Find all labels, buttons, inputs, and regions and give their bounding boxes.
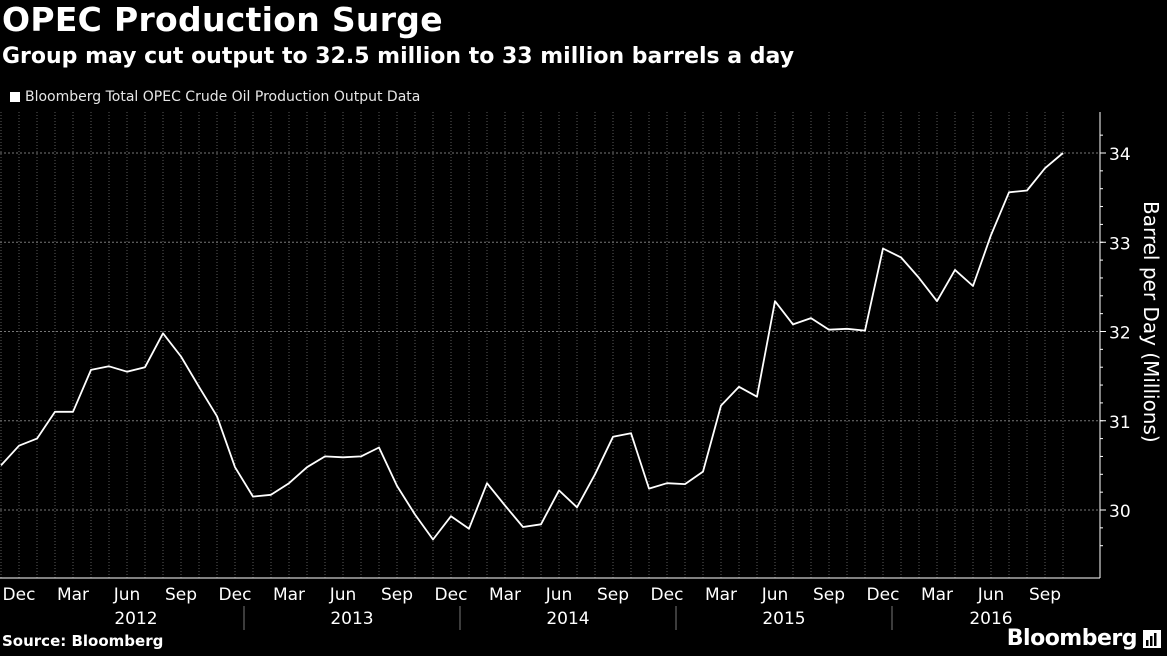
x-axis-labels: Dec Mar Jun Sep Dec Mar Jun Sep Dec Mar Jun Sep Dec M… <box>0 577 1100 630</box>
x-year-label: 2015 <box>762 609 805 629</box>
x-year-label: 2016 <box>969 609 1012 629</box>
x-tick-label: Mar <box>273 585 305 605</box>
y-tick-label: 30 <box>1109 502 1131 522</box>
y-tick-label: 34 <box>1109 145 1131 165</box>
series-layer <box>0 152 1064 541</box>
x-year-label: 2012 <box>114 609 157 629</box>
x-tick-label: Mar <box>921 585 953 605</box>
y-tick-label: 33 <box>1109 234 1131 254</box>
x-tick-label: Sep <box>381 585 413 605</box>
legend: Bloomberg Total OPEC Crude Oil Productio… <box>10 89 420 105</box>
x-tick-label: Dec <box>3 585 36 605</box>
bar-chart-icon <box>1143 630 1161 648</box>
chart-title: OPEC Production Surge <box>2 0 443 39</box>
x-tick-label: Mar <box>705 585 737 605</box>
source-note: Source: Bloomberg <box>2 632 164 650</box>
x-tick-label: Jun <box>113 585 141 605</box>
y-axis-label: Barrel per Day (Millions) <box>1139 201 1163 443</box>
y-tick-label: 31 <box>1109 413 1131 433</box>
x-tick-label: Sep <box>597 585 629 605</box>
x-tick-label: Jun <box>977 585 1005 605</box>
horizontal-gridlines <box>0 152 1100 511</box>
y-tick-label: 32 <box>1109 324 1131 344</box>
x-tick-label: Sep <box>813 585 845 605</box>
series-line <box>0 152 1064 541</box>
x-tick-label: Sep <box>165 585 197 605</box>
x-year-label: 2013 <box>330 609 373 629</box>
x-tick-label: Dec <box>435 585 468 605</box>
x-year-label: 2014 <box>546 609 589 629</box>
x-tick-label: Mar <box>57 585 89 605</box>
legend-swatch <box>10 92 20 102</box>
x-tick-label: Dec <box>867 585 900 605</box>
x-tick-label: Jun <box>545 585 573 605</box>
chart-subtitle: Group may cut output to 32.5 million to … <box>2 44 795 69</box>
x-tick-label: Mar <box>489 585 521 605</box>
vertical-gridlines <box>0 112 1064 578</box>
legend-label: Bloomberg Total OPEC Crude Oil Productio… <box>25 89 421 105</box>
y-axis: 30 31 32 33 34 <box>1099 112 1131 578</box>
brand-logo: Bloomberg <box>1006 626 1138 651</box>
x-tick-label: Dec <box>651 585 684 605</box>
x-tick-label: Dec <box>219 585 252 605</box>
x-tick-label: Jun <box>329 585 357 605</box>
x-tick-label: Sep <box>1029 585 1061 605</box>
x-tick-label: Jun <box>761 585 789 605</box>
